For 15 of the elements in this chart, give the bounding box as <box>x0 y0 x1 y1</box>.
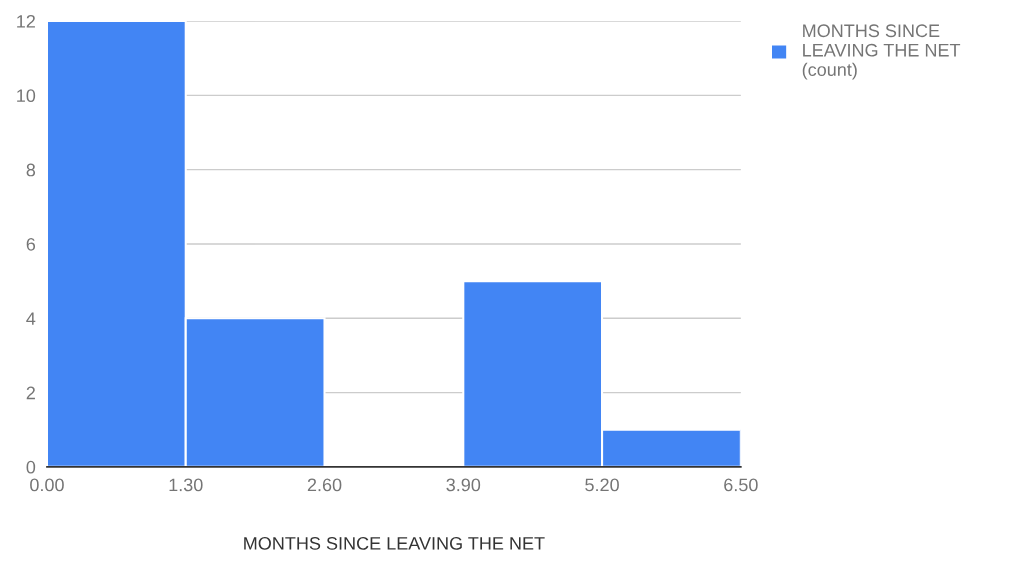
y-tick-label: 8 <box>26 163 36 177</box>
y-tick-label: 12 <box>17 14 35 28</box>
x-tick-label: 1.30 <box>169 478 203 492</box>
y-tick-label: 10 <box>17 89 36 103</box>
legend-label: MONTHS SINCE LEAVING THE NET (count) <box>802 24 961 80</box>
y-tick-label: 4 <box>26 312 36 325</box>
y-tick-label: 0 <box>26 460 36 474</box>
x-tick-label: 6.50 <box>724 478 758 492</box>
x-tick-label: 2.60 <box>307 478 342 492</box>
y-tick-label: 6 <box>26 237 36 251</box>
y-tick-label: 2 <box>26 386 35 400</box>
x-axis-title: MONTHS SINCE LEAVING THE NET <box>244 536 545 550</box>
x-tick-label: 5.20 <box>585 478 619 492</box>
x-tick-label: 0.00 <box>30 478 64 492</box>
x-tick-label: 3.90 <box>446 478 481 492</box>
